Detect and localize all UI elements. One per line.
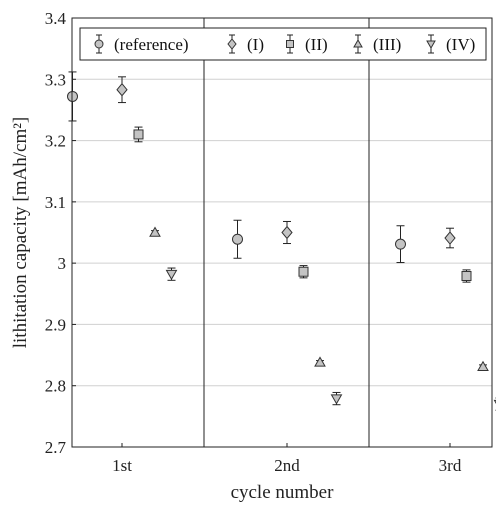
legend-label-iii: (III) bbox=[373, 35, 401, 54]
x-tick-label: 2nd bbox=[274, 456, 300, 475]
diamond-marker bbox=[444, 231, 456, 245]
y-tick-labels: 2.7 2.8 2.9 3 3.1 3.2 3.3 3.4 bbox=[45, 9, 67, 457]
square-marker bbox=[298, 266, 309, 277]
legend-label-reference: (reference) bbox=[114, 35, 189, 54]
legend-diamond-marker bbox=[227, 38, 237, 50]
legend-circle-marker bbox=[94, 39, 104, 49]
x-tick-label: 3rd bbox=[439, 456, 462, 475]
y-tick-label: 2.7 bbox=[45, 438, 67, 457]
triangle-up-marker bbox=[149, 226, 161, 237]
y-tick-label: 3.3 bbox=[45, 70, 66, 89]
point-reference-2nd bbox=[232, 219, 243, 259]
point-iv-1st bbox=[165, 267, 178, 281]
x-tick-labels: 1st 2nd 3rd bbox=[112, 443, 462, 475]
legend-triangle-down-marker bbox=[426, 40, 436, 50]
point-i-3rd bbox=[444, 227, 456, 249]
legend-triangle-up-marker bbox=[353, 38, 363, 48]
circle-marker bbox=[395, 238, 406, 250]
point-iv-2nd bbox=[330, 391, 343, 406]
y-tick-label: 3.2 bbox=[45, 132, 66, 151]
y-tick-label: 2.8 bbox=[45, 377, 66, 396]
triangle-up-marker bbox=[314, 356, 326, 367]
legend-square-marker bbox=[286, 40, 294, 48]
legend-label-iv: (IV) bbox=[446, 35, 475, 54]
point-i-2nd bbox=[281, 220, 293, 245]
y-tick-label: 3 bbox=[58, 254, 67, 273]
x-axis-label: cycle number bbox=[231, 482, 335, 503]
triangle-up-marker bbox=[477, 360, 489, 371]
legend-box bbox=[79, 27, 487, 61]
plot-frame bbox=[71, 17, 493, 448]
triangle-down-marker bbox=[330, 394, 343, 405]
point-ii-1st bbox=[133, 126, 144, 143]
square-marker bbox=[133, 129, 144, 140]
diamond-marker bbox=[281, 225, 293, 240]
y-tick-label: 2.9 bbox=[45, 315, 66, 334]
point-ii-3rd bbox=[461, 269, 472, 283]
y-tick-label: 3.4 bbox=[45, 9, 67, 28]
point-reference-3rd bbox=[395, 225, 406, 264]
cycle-separators bbox=[203, 18, 370, 447]
circle-marker bbox=[232, 233, 243, 245]
diamond-marker bbox=[116, 82, 128, 97]
y-axis-label: lithitation capacity [mAh/cm²] bbox=[10, 117, 31, 349]
square-marker bbox=[461, 271, 472, 282]
legend-label-i: (I) bbox=[247, 35, 264, 54]
point-iii-1st bbox=[149, 226, 161, 237]
point-iii-3rd bbox=[477, 360, 489, 371]
legend: (reference) (I) (II) (III) (IV) bbox=[79, 27, 487, 61]
point-i-1st bbox=[116, 76, 128, 104]
y-tick-label: 3.1 bbox=[45, 193, 66, 212]
legend-label-ii: (II) bbox=[305, 35, 328, 54]
x-tick-label: 1st bbox=[112, 456, 132, 475]
triangle-down-marker bbox=[165, 269, 178, 281]
data-points bbox=[67, 71, 496, 411]
point-ii-2nd bbox=[298, 265, 309, 279]
point-iii-2nd bbox=[314, 356, 326, 367]
